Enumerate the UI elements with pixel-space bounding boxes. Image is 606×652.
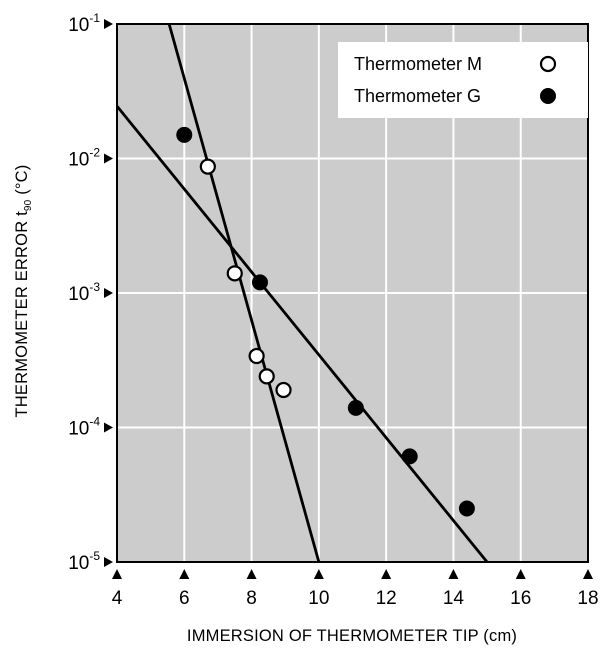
y-tick-marker [104, 153, 113, 164]
data-point-m [275, 381, 292, 399]
y-tick-label-base: 10 [68, 15, 89, 36]
legend-box [338, 42, 588, 118]
y-tick-marker [104, 557, 113, 567]
x-tick-label: 10 [308, 588, 329, 609]
y-tick-label: 10-1 [68, 11, 100, 36]
y-tick-label-exponent: -3 [89, 280, 100, 294]
x-tick-marker [515, 569, 526, 579]
legend-label-g: Thermometer G [354, 86, 481, 106]
legend-label-m: Thermometer M [354, 54, 482, 74]
y-tick-label-exponent: -2 [89, 146, 100, 160]
y-tick-label: 10-4 [68, 415, 100, 440]
x-tick-marker [246, 569, 257, 579]
y-tick-label: 10-5 [68, 549, 100, 574]
y-tick-label: 10-3 [68, 280, 100, 305]
x-tick-label: 6 [179, 588, 190, 609]
x-tick-marker [112, 569, 122, 579]
data-point-m [248, 347, 265, 365]
x-tick-marker [313, 569, 324, 579]
y-tick-marker [104, 19, 113, 29]
x-tick-label: 4 [112, 588, 123, 609]
y-tick-label-exponent: -4 [89, 415, 100, 429]
data-point-g [176, 126, 193, 143]
x-axis-title: IMMERSION OF THERMOMETER TIP (cm) [187, 627, 517, 645]
x-tick-marker [583, 569, 593, 579]
y-tick-marker [104, 422, 113, 433]
x-tick-marker [381, 569, 392, 579]
x-tick-label: 8 [246, 588, 257, 609]
y-tick-label-base: 10 [68, 284, 89, 305]
x-tick-marker [179, 569, 190, 579]
plot-frame [116, 23, 589, 563]
fit-line-m [167, 23, 321, 563]
y-axis-title-unit: (°C) [13, 164, 31, 199]
x-tick-label: 18 [577, 588, 598, 609]
x-tick-label: 14 [443, 588, 465, 609]
fit-lines [115, 23, 489, 563]
data-points [176, 126, 475, 517]
y-axis-title: THERMOMETER ERROR t90 (°C) [13, 164, 34, 417]
legend: Thermometer M Thermometer G [338, 42, 588, 118]
y-tick-label-base: 10 [68, 553, 89, 574]
x-tick-marker [448, 569, 459, 579]
data-point-m [199, 158, 216, 175]
legend-marker-m [539, 55, 557, 73]
data-point-g [458, 500, 475, 517]
y-tick-marker [104, 288, 113, 298]
y-tick-label-base: 10 [68, 419, 89, 440]
legend-marker-g [540, 88, 556, 104]
data-point-g [251, 274, 268, 291]
x-tick-label: 12 [376, 588, 397, 609]
y-axis-title-main: THERMOMETER ERROR t [13, 211, 31, 418]
data-point-m [258, 368, 275, 385]
data-point-g [347, 399, 364, 416]
y-tick-label: 10-2 [68, 146, 100, 171]
y-tick-label-exponent: -5 [89, 549, 100, 563]
fit-line-g [115, 105, 489, 563]
x-tick-label: 16 [510, 588, 531, 609]
data-point-m [226, 265, 243, 282]
data-point-g [401, 448, 418, 465]
y-tick-label-exponent: -1 [89, 11, 100, 25]
y-axis-title-subscript: 90 [23, 199, 34, 211]
y-tick-label-base: 10 [68, 150, 89, 171]
